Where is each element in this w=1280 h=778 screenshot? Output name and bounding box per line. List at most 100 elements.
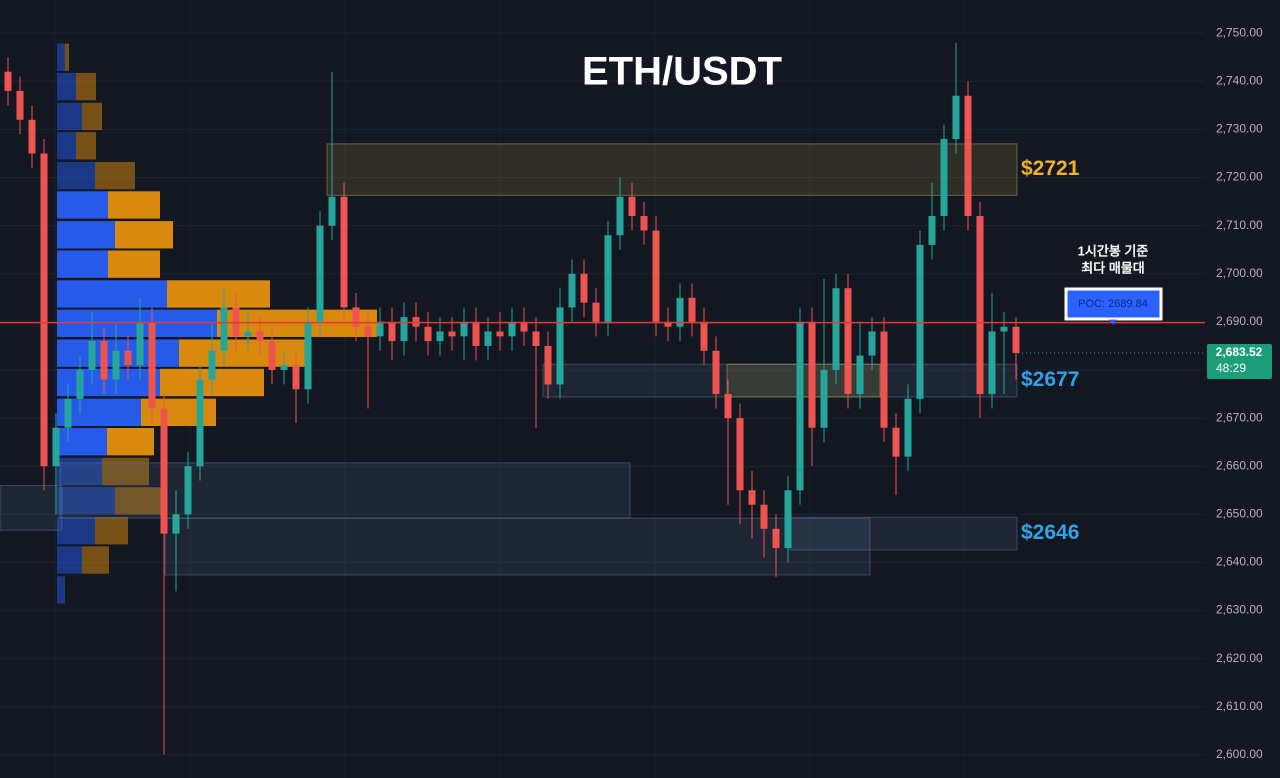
y-tick-label: 2,730.00 xyxy=(1216,122,1263,136)
y-tick-label: 2,610.00 xyxy=(1216,699,1263,713)
candle-body xyxy=(172,514,180,534)
candle-body xyxy=(664,321,672,327)
candle-body xyxy=(112,350,120,380)
candle-body xyxy=(196,379,204,467)
zone-label: $2677 xyxy=(1021,368,1079,391)
candle-body xyxy=(508,321,516,337)
candle-body xyxy=(460,321,468,337)
candle-body xyxy=(616,196,624,236)
candle-body xyxy=(208,350,216,380)
profile-sell xyxy=(82,546,109,574)
candle-body xyxy=(676,297,684,327)
poc-box xyxy=(1064,287,1163,321)
candle-body xyxy=(304,321,312,390)
candle-body xyxy=(820,369,828,428)
profile-buy xyxy=(57,428,107,456)
overlay: 2,600.00 2,610.00 2,620.00 2,630.00 2,640.00… xyxy=(0,25,1272,761)
candle-body xyxy=(892,427,900,457)
candle-body xyxy=(592,302,600,322)
candle-body xyxy=(724,394,732,419)
candle-body xyxy=(556,307,564,385)
candle-body xyxy=(40,153,48,467)
candle-body xyxy=(148,321,156,409)
candle-body xyxy=(388,321,396,342)
zone xyxy=(542,363,1018,398)
candle-body xyxy=(220,307,228,351)
candle-body xyxy=(880,331,888,428)
candle-body xyxy=(940,139,948,217)
candle-body xyxy=(424,326,432,342)
candle-body xyxy=(376,321,384,337)
profile-sell xyxy=(76,72,96,101)
y-tick-label: 2,740.00 xyxy=(1216,73,1263,87)
candle-body xyxy=(532,331,540,346)
profile-sell xyxy=(179,339,306,367)
candle-body xyxy=(184,466,192,515)
candle-body xyxy=(544,345,552,385)
candle-body xyxy=(400,317,408,342)
candle-body xyxy=(160,408,168,534)
candle-body xyxy=(832,288,840,370)
candle-body xyxy=(232,307,240,337)
candle-body xyxy=(4,71,12,91)
candle-body xyxy=(16,90,24,120)
profile-sell xyxy=(95,517,128,545)
profile-sell xyxy=(108,250,160,278)
poc-pointer xyxy=(1109,319,1117,325)
last-price-tag xyxy=(1207,344,1272,380)
candle-body xyxy=(760,504,768,529)
candle-body xyxy=(988,331,996,395)
y-tick-label: 2,600.00 xyxy=(1216,747,1263,761)
candle-body xyxy=(76,369,84,399)
profile-buy xyxy=(57,43,65,71)
candle-body xyxy=(772,528,780,549)
candle-body xyxy=(628,196,636,217)
profile-sell xyxy=(95,161,135,190)
candle-body xyxy=(520,321,528,332)
candle-body xyxy=(964,95,972,217)
candle-body xyxy=(856,355,864,395)
candle-body xyxy=(280,365,288,370)
candles xyxy=(4,42,1020,755)
zone xyxy=(0,484,63,531)
y-tick-label: 2,710.00 xyxy=(1216,218,1263,232)
candle-body xyxy=(256,331,264,342)
zone-label: $2721 xyxy=(1021,157,1080,180)
profile-buy xyxy=(57,487,115,515)
chart-title: ETH/USDT xyxy=(582,50,782,94)
zone xyxy=(326,143,1018,196)
profile-sell xyxy=(167,280,270,308)
candle-body xyxy=(1000,326,1008,332)
candle-body xyxy=(88,341,96,370)
candle-body xyxy=(652,230,660,322)
candle-body xyxy=(784,490,792,549)
y-tick-label: 2,640.00 xyxy=(1216,555,1263,569)
candle-body xyxy=(1012,326,1020,354)
profile-buy xyxy=(57,368,160,397)
zone-label: $2646 xyxy=(1021,521,1079,544)
candle-body xyxy=(136,321,144,366)
y-tick-label: 2,750.00 xyxy=(1216,25,1263,39)
candle-body xyxy=(796,321,804,491)
candle-body xyxy=(448,331,456,337)
profile-sell xyxy=(82,102,102,131)
poc-label: POC: 2689.84 xyxy=(1078,298,1148,310)
candle-body xyxy=(328,196,336,226)
candle-body xyxy=(316,225,324,322)
candle-body xyxy=(916,244,924,399)
profile-buy xyxy=(57,161,95,190)
y-tick-label: 2,670.00 xyxy=(1216,410,1263,424)
candle-body xyxy=(928,216,936,245)
profile-buy xyxy=(57,132,76,160)
profile-sell xyxy=(108,191,160,219)
candle-body xyxy=(808,321,816,428)
annotation: 1시간봉 기준 xyxy=(1078,243,1149,258)
y-tick-label: 2,690.00 xyxy=(1216,314,1263,328)
y-tick-label: 2,720.00 xyxy=(1216,170,1263,184)
candle-body xyxy=(64,398,72,428)
profile-sell xyxy=(102,457,149,486)
candle-body xyxy=(472,321,480,346)
profile-sell xyxy=(76,132,96,160)
y-tick-label: 2,620.00 xyxy=(1216,651,1263,665)
last-price-label: 2,683.52 xyxy=(1216,345,1263,359)
